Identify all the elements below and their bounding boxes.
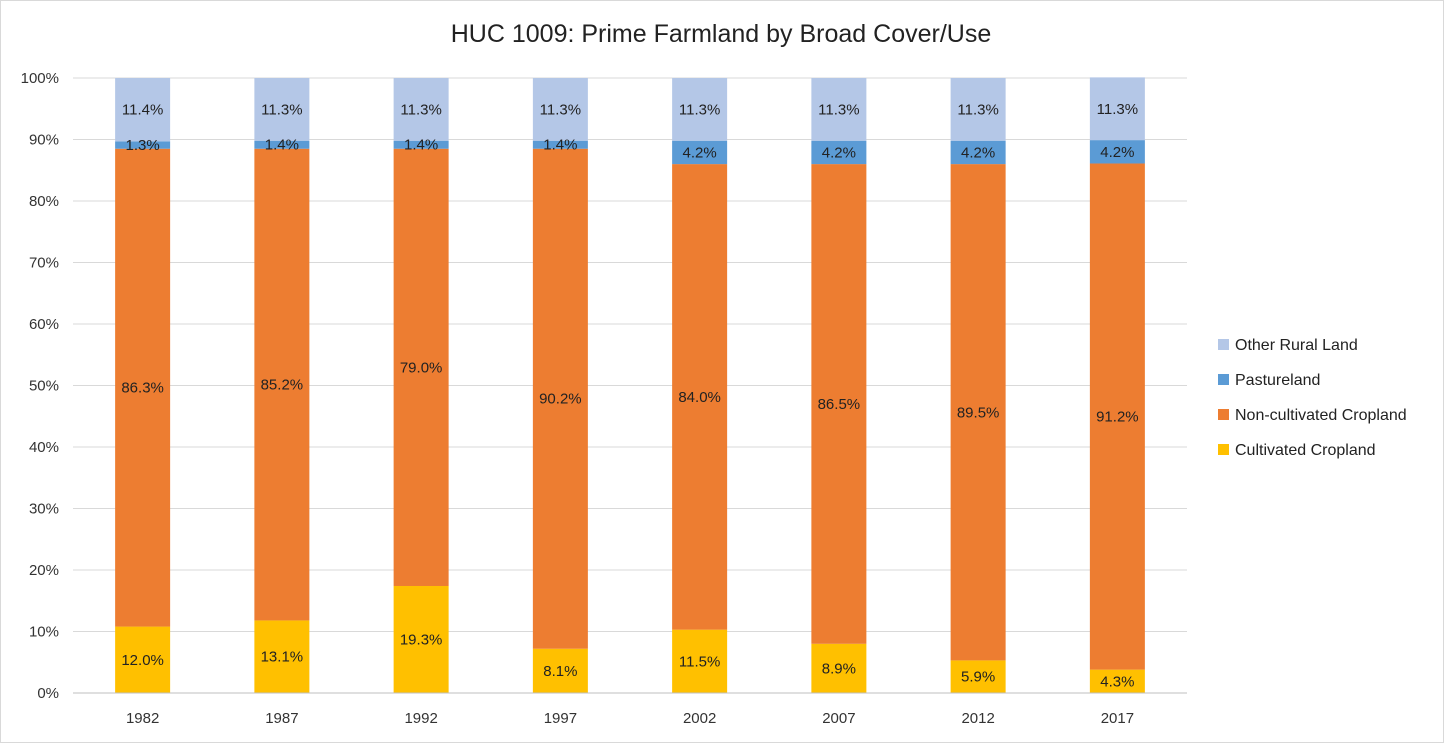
bar-segment xyxy=(1089,140,1145,164)
bar-segment xyxy=(672,629,728,693)
x-tick-label: 1982 xyxy=(126,710,159,727)
x-tick-label: 2007 xyxy=(822,710,855,727)
y-tick-label: 90% xyxy=(29,132,59,149)
bar-segment xyxy=(950,164,1006,661)
bar-segment xyxy=(393,585,449,693)
y-tick-label: 60% xyxy=(29,316,59,333)
bar-segment xyxy=(532,140,588,149)
bar-segment xyxy=(811,643,867,693)
bar-segment xyxy=(254,140,310,149)
bar-segment xyxy=(950,660,1006,693)
data-label: 11.3% xyxy=(957,101,998,118)
data-label: 86.5% xyxy=(818,396,861,413)
legend-label: Non-cultivated Cropland xyxy=(1235,407,1407,424)
y-tick-label: 10% xyxy=(29,624,59,641)
bar-segment xyxy=(532,148,588,649)
bar-segment xyxy=(115,148,171,627)
bar-segment xyxy=(672,78,728,141)
data-label: 89.5% xyxy=(957,404,1000,421)
y-tick-label: 50% xyxy=(29,378,59,395)
bar-segment xyxy=(393,140,449,149)
data-label: 1.4% xyxy=(543,137,577,154)
x-tick-label: 1987 xyxy=(265,710,298,727)
data-label: 11.3% xyxy=(400,101,441,118)
data-label: 11.5% xyxy=(679,653,720,670)
x-tick-label: 1997 xyxy=(544,710,577,727)
data-label: 79.0% xyxy=(400,359,443,376)
data-labels: 12.0% 86.3% 1.3% 11.4% 13.1% 85.2% 1.4% 11.3% 19… xyxy=(121,101,1138,691)
bar-segment xyxy=(1089,669,1145,693)
data-label: 4.2% xyxy=(961,144,995,161)
data-label: 91.2% xyxy=(1096,409,1139,426)
y-tick-label: 70% xyxy=(29,255,59,272)
y-tick-label: 30% xyxy=(29,501,59,518)
data-label: 11.3% xyxy=(1097,101,1138,118)
data-label: 11.3% xyxy=(540,101,581,118)
chart-title: HUC 1009: Prime Farmland by Broad Cover/… xyxy=(450,20,992,48)
data-label: 85.2% xyxy=(261,377,304,394)
data-label: 13.1% xyxy=(261,649,304,666)
legend-swatch xyxy=(1218,339,1229,350)
data-label: 8.9% xyxy=(822,660,856,677)
x-tick-label: 2017 xyxy=(1101,710,1134,727)
data-label: 12.0% xyxy=(121,652,164,669)
legend-swatch xyxy=(1218,409,1229,420)
data-label: 4.2% xyxy=(683,144,717,161)
legend: Other Rural Land Pastureland Non-cultivate… xyxy=(1218,337,1407,459)
data-label: 5.9% xyxy=(961,669,995,686)
y-tick-label: 100% xyxy=(21,70,59,87)
x-tick-label: 2012 xyxy=(961,710,994,727)
bar-segment xyxy=(393,148,449,586)
data-label: 1.4% xyxy=(265,137,299,154)
bar-segment xyxy=(950,140,1006,165)
legend-label: Cultivated Cropland xyxy=(1235,442,1376,459)
y-tick-label: 40% xyxy=(29,439,59,456)
y-tick-label: 0% xyxy=(37,685,59,702)
data-label: 1.4% xyxy=(404,137,438,154)
bar-segment xyxy=(950,78,1006,141)
bar-segment xyxy=(1089,77,1145,141)
gridlines xyxy=(73,77,1187,694)
x-tick-label: 1992 xyxy=(404,710,437,727)
data-label: 86.3% xyxy=(121,380,164,397)
data-label: 4.2% xyxy=(822,144,856,161)
legend-label: Pastureland xyxy=(1235,372,1320,389)
axes: 0% 10% 20% 30% 40% 50% 60% 70% 80% 90% 100% 1982 198… xyxy=(21,70,1187,727)
legend-label: Other Rural Land xyxy=(1235,337,1358,354)
data-label: 84.0% xyxy=(678,389,721,406)
data-label: 1.3% xyxy=(126,137,160,154)
bar-segment xyxy=(254,148,310,621)
data-label: 8.1% xyxy=(543,663,577,680)
data-label: 19.3% xyxy=(400,631,443,648)
bar-segment xyxy=(1089,163,1145,670)
bar-segment xyxy=(393,78,449,141)
data-label: 11.3% xyxy=(261,101,302,118)
legend-swatch xyxy=(1218,374,1229,385)
data-label: 4.3% xyxy=(1100,673,1134,690)
bar-segment xyxy=(532,648,588,693)
bar-segment xyxy=(811,164,867,644)
data-label: 90.2% xyxy=(539,391,582,408)
data-label: 4.2% xyxy=(1100,144,1134,161)
bar-segment xyxy=(672,140,728,165)
bar-segment xyxy=(115,626,171,693)
bar-segment xyxy=(254,78,310,141)
legend-swatch xyxy=(1218,444,1229,455)
bar-segment xyxy=(115,141,171,149)
data-label: 11.4% xyxy=(122,102,163,119)
data-label: 11.3% xyxy=(679,101,720,118)
bar-segment xyxy=(811,140,867,165)
y-tick-label: 80% xyxy=(29,193,59,210)
bar-segment xyxy=(672,164,728,630)
x-tick-label: 2002 xyxy=(683,710,716,727)
bar-segment xyxy=(811,78,867,141)
bar-segment xyxy=(254,620,310,693)
data-label: 11.3% xyxy=(818,101,859,118)
bar-segment xyxy=(532,78,588,141)
y-tick-label: 20% xyxy=(29,562,59,579)
bar-segment xyxy=(115,78,171,142)
bars xyxy=(115,77,1145,693)
